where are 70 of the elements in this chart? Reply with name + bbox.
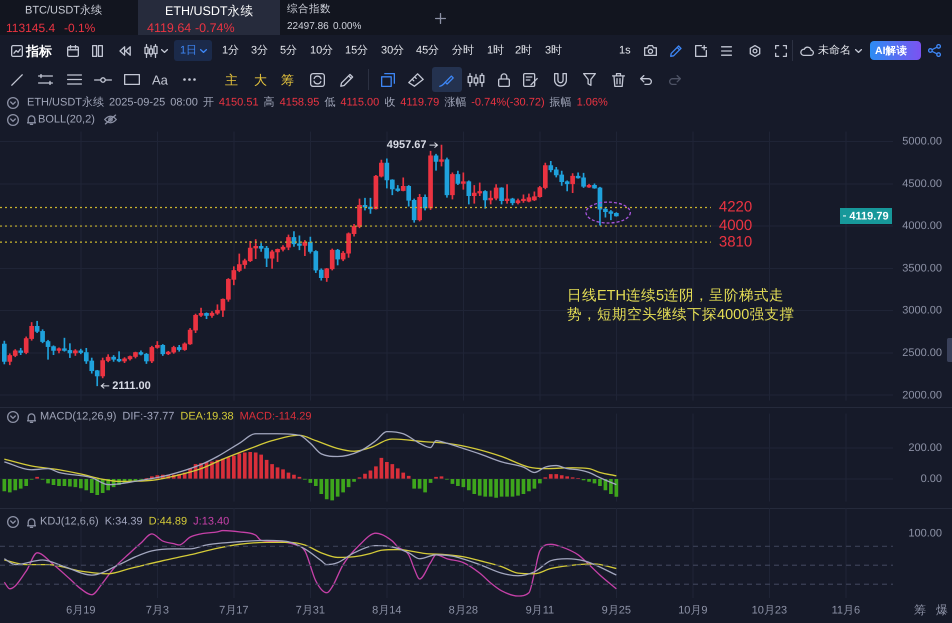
- text: 指标: [26, 43, 52, 58]
- text: 筹: [281, 72, 294, 87]
- text: 分时: [452, 44, 474, 56]
- x-tick-label: 9月11: [526, 604, 554, 617]
- ref-line-label: 4000: [718, 217, 752, 234]
- text: 22497.86: [287, 21, 329, 32]
- text: 5分: [280, 44, 298, 56]
- text: 3时: [545, 44, 562, 56]
- text: BOLL(20,2): [38, 113, 95, 126]
- x-tick-label: 8月14: [372, 604, 402, 617]
- annotation: 日线ETH连续5连阴，呈阶梯式走势，短期空头继续下探4000强支撑: [567, 287, 796, 326]
- text: 3分: [251, 44, 268, 56]
- text: 主: [225, 72, 238, 87]
- text: 1s: [619, 44, 631, 56]
- text: D:44.89: [148, 516, 188, 528]
- text: 2时: [515, 44, 532, 56]
- text: 0.00%: [333, 21, 362, 32]
- x-tick-label: 10月23: [752, 604, 788, 617]
- y-tick-label: 0.00: [920, 472, 942, 485]
- x-tick-label: 8月28: [448, 604, 478, 617]
- text: BTC/USDT永续: [25, 4, 102, 16]
- y-tick-label: 2500.00: [902, 346, 942, 359]
- text: ETH/USDT永续: [165, 4, 254, 18]
- text: 113145.4: [6, 21, 56, 35]
- x-tick-label: 7月17: [219, 604, 249, 617]
- text: 30分: [381, 44, 404, 56]
- y-tick-label: 3500.00: [902, 262, 942, 274]
- y-tick-label: 200.00: [908, 442, 942, 454]
- text: Aa: [152, 72, 168, 87]
- x-tick-label: 7月3: [146, 604, 169, 617]
- text: 1日: [180, 44, 198, 56]
- text: 2025-09-25 08:00 开 4150.51 高 4158.95 低 4115.00 收 4119.79 涨幅 -0.74%(-30.72) 振幅 1.06%: [109, 96, 608, 108]
- text: 筹: [914, 603, 926, 617]
- text: 15分: [345, 44, 368, 56]
- chart-title: ETH/USDT永续: [27, 96, 104, 108]
- series-label: J:13.40: [193, 516, 230, 528]
- x-tick-label: 10月9: [678, 604, 708, 617]
- text: 1分: [222, 44, 240, 56]
- ref-line-label: 4220: [718, 198, 752, 216]
- text: DEA:19.38: [180, 410, 234, 422]
- y-tick-label: 4000.00: [902, 220, 942, 232]
- annotation: 4957.67: [386, 139, 426, 152]
- chart-title: MACD(12,26,9): [40, 410, 116, 422]
- y-tick-label: 3000.00: [902, 304, 942, 317]
- annotation: 4119.79: [849, 210, 889, 222]
- x-tick-label: 6月19: [66, 604, 96, 617]
- text: 爆: [936, 603, 948, 617]
- ref-line-label: 3810: [718, 233, 752, 250]
- text: 4119.64: [147, 20, 192, 35]
- text: 45分: [416, 44, 440, 56]
- chart-title: KDJ(12,6,6): [40, 516, 99, 528]
- y-tick-label: 2000.00: [902, 389, 942, 402]
- annotation: 2111.00: [112, 380, 151, 392]
- text: AI解读: [875, 44, 908, 56]
- y-tick-label: 5000.00: [902, 136, 942, 148]
- x-tick-label: 7月31: [296, 604, 326, 617]
- text: -0.74%: [195, 20, 235, 35]
- y-tick-label: 4500.00: [902, 178, 942, 190]
- text: 1时: [487, 44, 504, 56]
- text: 未命名: [818, 44, 851, 56]
- text: MACD:-114.29: [240, 410, 312, 422]
- text: 100.00: [908, 528, 942, 540]
- text: 大: [254, 72, 267, 87]
- text: 综合指数: [287, 2, 331, 15]
- text: -0.1%: [64, 21, 96, 35]
- text: DIF:-37.77: [122, 410, 174, 422]
- x-tick-label: 11月6: [832, 604, 860, 617]
- text: 10分: [310, 44, 334, 56]
- x-tick-label: 9月25: [602, 604, 632, 617]
- text: K:34.39: [104, 516, 143, 528]
